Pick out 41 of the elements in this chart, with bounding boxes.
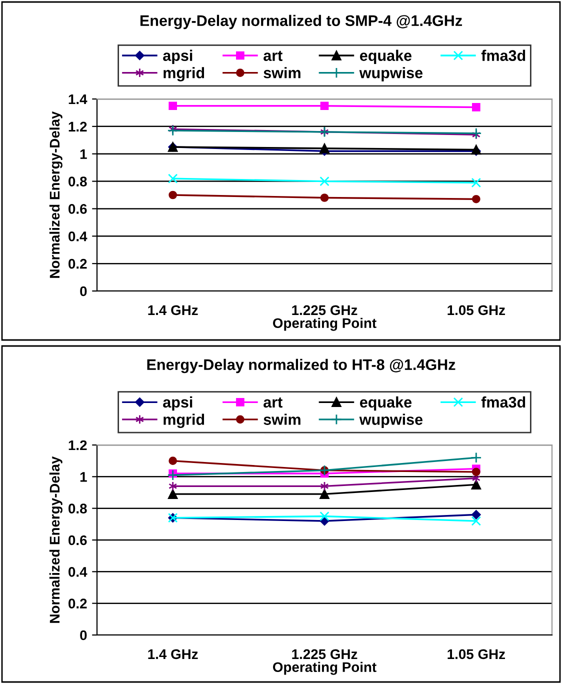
x-tick-label: 1.225 GHz [292, 649, 358, 660]
y-tick-label: 0.2 [68, 258, 87, 269]
legend-label: fma3d [481, 396, 526, 408]
y-tick-label: 1.2 [68, 440, 87, 450]
y-tick-label: 1.2 [68, 122, 87, 132]
x-tick-label: 1.05 GHz [448, 305, 505, 316]
legend-label: swim [264, 414, 300, 425]
y-axis-title: Normalized Energy-Delay [49, 456, 62, 623]
legend-label: fma3d [481, 50, 526, 62]
chart-title: Energy-Delay normalized to HT-8 @1.4GHz [147, 358, 456, 374]
legend-label: swim [264, 67, 300, 78]
y-tick-label: 0.8 [68, 504, 87, 514]
y-tick-label: 0.4 [68, 231, 88, 242]
legend-label: mgrid [164, 414, 204, 428]
y-tick-label: 0.8 [68, 176, 87, 186]
legend-label: apsi [163, 396, 192, 411]
legend-label: art [264, 50, 282, 62]
y-tick-label: 0.6 [68, 204, 87, 214]
y-tick-label: 0.4 [68, 567, 88, 577]
chart-title: Energy-Delay normalized to SMP-4 @1.4GHz [140, 14, 462, 30]
y-tick-label: 1 [80, 472, 87, 482]
y-tick-label: 0.2 [68, 598, 87, 609]
y-tick-label: 0 [80, 286, 87, 296]
y-tick-label: 0 [80, 630, 87, 640]
legend-label: art [264, 398, 282, 408]
x-tick-label: 1.4 GHz [148, 305, 198, 316]
x-axis-title: Operating Point [272, 318, 376, 331]
x-tick-label: 1.4 GHz [148, 649, 198, 660]
x-axis-title: Operating Point [272, 662, 376, 675]
y-tick-label: 1.4 [68, 94, 88, 104]
x-tick-label: 1.05 GHz [448, 649, 505, 660]
y-axis-title: Normalized Energy-Delay [49, 111, 62, 278]
y-tick-label: 1 [80, 149, 87, 159]
legend-label: wupwise [359, 67, 423, 82]
legend-label: mgrid [164, 67, 204, 82]
x-tick-label: 1.225 GHz [292, 305, 358, 316]
legend-label: equake [360, 396, 412, 411]
legend-label: wupwise [359, 414, 423, 428]
legend-label: equake [360, 50, 412, 64]
legend-label: apsi [163, 50, 192, 64]
y-tick-label: 0.6 [68, 535, 87, 546]
